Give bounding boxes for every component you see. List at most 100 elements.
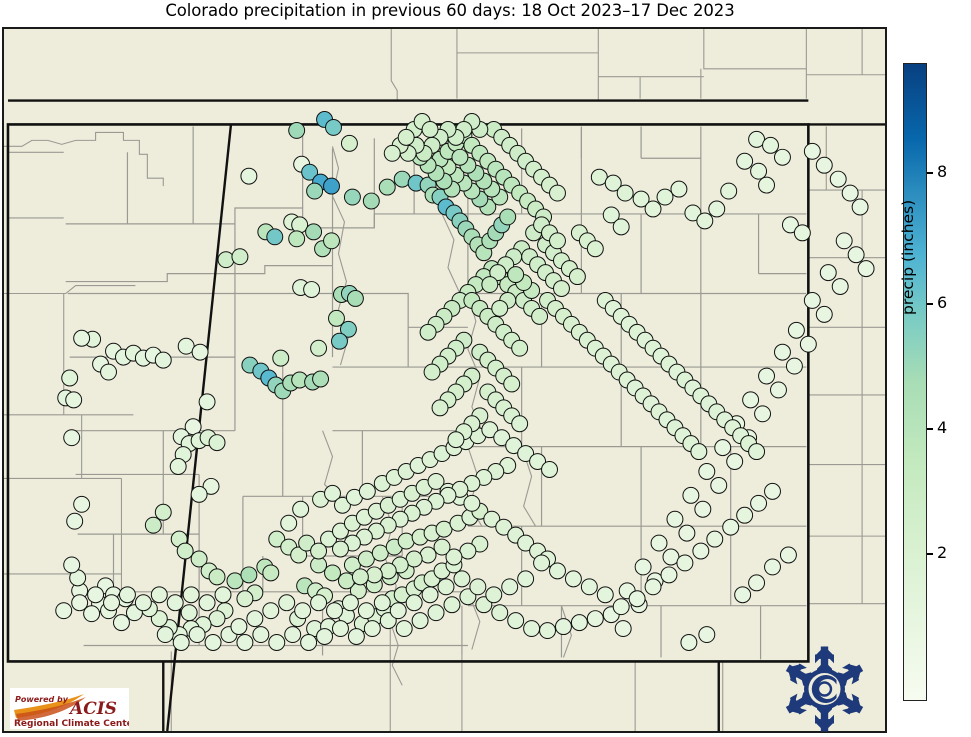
station-point[interactable] bbox=[445, 548, 463, 566]
station-point[interactable] bbox=[485, 586, 503, 604]
station-point[interactable] bbox=[198, 393, 216, 411]
station-point[interactable] bbox=[616, 184, 634, 202]
station-point[interactable] bbox=[503, 375, 521, 393]
station-point[interactable] bbox=[134, 594, 152, 612]
station-point[interactable] bbox=[564, 570, 582, 588]
station-point[interactable] bbox=[341, 594, 359, 612]
station-point[interactable] bbox=[325, 118, 342, 136]
station-point[interactable] bbox=[383, 144, 401, 162]
station-point[interactable] bbox=[300, 634, 318, 651]
station-point[interactable] bbox=[726, 453, 744, 470]
station-point[interactable] bbox=[758, 176, 775, 194]
station-point[interactable] bbox=[65, 391, 83, 409]
station-point[interactable] bbox=[358, 482, 376, 500]
station-point[interactable] bbox=[154, 351, 172, 369]
station-point[interactable] bbox=[493, 429, 511, 447]
station-point[interactable] bbox=[670, 180, 688, 198]
station-point[interactable] bbox=[517, 445, 535, 463]
station-point[interactable] bbox=[553, 280, 570, 297]
station-point[interactable] bbox=[736, 152, 754, 170]
station-point[interactable] bbox=[305, 223, 323, 241]
station-point[interactable] bbox=[829, 170, 847, 188]
station-point[interactable] bbox=[284, 626, 302, 644]
station-point[interactable] bbox=[73, 495, 91, 513]
station-point[interactable] bbox=[231, 248, 249, 266]
station-point[interactable] bbox=[614, 620, 632, 638]
station-point[interactable] bbox=[298, 534, 316, 552]
station-point[interactable] bbox=[411, 612, 429, 630]
station-point[interactable] bbox=[660, 566, 678, 584]
station-point[interactable] bbox=[447, 431, 465, 449]
station-point[interactable] bbox=[847, 246, 865, 264]
station-point[interactable] bbox=[190, 485, 208, 503]
station-point[interactable] bbox=[320, 530, 337, 548]
station-point[interactable] bbox=[529, 453, 547, 470]
station-point[interactable] bbox=[764, 558, 781, 576]
station-point[interactable] bbox=[714, 439, 732, 457]
station-point[interactable] bbox=[252, 626, 270, 644]
station-point[interactable] bbox=[580, 578, 598, 596]
station-point[interactable] bbox=[427, 472, 445, 490]
station-point[interactable] bbox=[779, 546, 797, 564]
station-point[interactable] bbox=[393, 170, 411, 188]
station-point[interactable] bbox=[481, 421, 499, 439]
station-point[interactable] bbox=[549, 184, 566, 202]
station-point[interactable] bbox=[803, 292, 821, 309]
station-point[interactable] bbox=[291, 216, 309, 234]
station-point[interactable] bbox=[682, 486, 700, 504]
station-point[interactable] bbox=[748, 574, 766, 592]
station-point[interactable] bbox=[841, 184, 859, 202]
station-point[interactable] bbox=[507, 266, 525, 284]
station-point[interactable] bbox=[684, 204, 702, 222]
station-point[interactable] bbox=[288, 121, 306, 139]
station-point[interactable] bbox=[331, 332, 348, 350]
station-point[interactable] bbox=[332, 540, 349, 558]
station-point[interactable] bbox=[324, 484, 341, 502]
station-point[interactable] bbox=[539, 622, 556, 640]
station-point[interactable] bbox=[644, 578, 662, 596]
station-point[interactable] bbox=[326, 602, 343, 620]
station-point[interactable] bbox=[397, 128, 415, 146]
station-point[interactable] bbox=[169, 458, 187, 475]
station-point[interactable] bbox=[310, 542, 328, 560]
station-point[interactable] bbox=[156, 626, 174, 644]
station-point[interactable] bbox=[554, 618, 572, 636]
station-point[interactable] bbox=[303, 281, 321, 298]
station-point[interactable] bbox=[815, 305, 833, 323]
station-point[interactable] bbox=[166, 594, 184, 612]
station-point[interactable] bbox=[288, 230, 306, 248]
station-point[interactable] bbox=[373, 594, 391, 612]
station-point[interactable] bbox=[266, 228, 284, 246]
station-point[interactable] bbox=[83, 605, 101, 623]
station-point[interactable] bbox=[656, 188, 674, 206]
station-point[interactable] bbox=[696, 212, 714, 230]
station-point[interactable] bbox=[323, 177, 340, 195]
station-point[interactable] bbox=[803, 142, 821, 160]
station-point[interactable] bbox=[762, 136, 779, 154]
station-point[interactable] bbox=[262, 602, 280, 620]
station-point[interactable] bbox=[202, 477, 220, 495]
station-point[interactable] bbox=[280, 514, 298, 532]
station-point[interactable] bbox=[421, 586, 439, 604]
station-point[interactable] bbox=[495, 518, 513, 536]
station-point[interactable] bbox=[604, 174, 622, 192]
station-point[interactable] bbox=[306, 182, 324, 200]
station-point[interactable] bbox=[214, 586, 232, 604]
station-point[interactable] bbox=[517, 534, 535, 552]
station-point[interactable] bbox=[397, 532, 415, 550]
station-point[interactable] bbox=[720, 182, 738, 200]
station-point[interactable] bbox=[188, 626, 206, 644]
station-point[interactable] bbox=[150, 586, 168, 604]
station-point[interactable] bbox=[191, 343, 209, 361]
station-point[interactable] bbox=[301, 163, 319, 181]
station-point[interactable] bbox=[815, 156, 833, 174]
station-point[interactable] bbox=[66, 512, 84, 530]
station-point[interactable] bbox=[419, 323, 437, 341]
station-point[interactable] bbox=[722, 518, 740, 536]
station-point[interactable] bbox=[549, 232, 566, 250]
station-point[interactable] bbox=[541, 461, 558, 478]
station-point[interactable] bbox=[517, 570, 535, 588]
station-point[interactable] bbox=[734, 586, 752, 604]
station-point[interactable] bbox=[268, 530, 286, 548]
station-point[interactable] bbox=[481, 276, 499, 293]
